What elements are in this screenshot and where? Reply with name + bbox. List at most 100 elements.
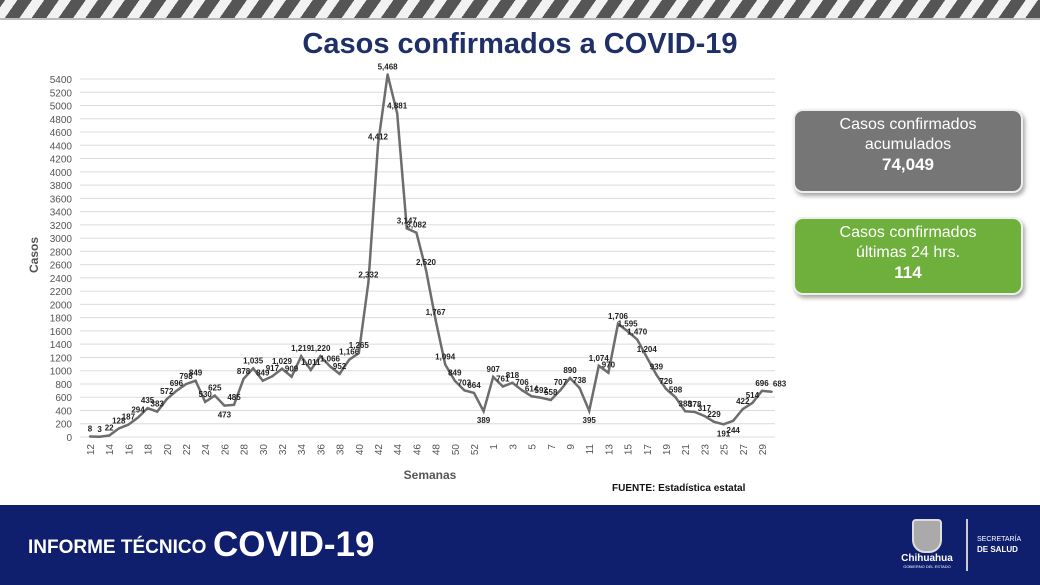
data-label: 383 [151,400,165,409]
card-last-24h-cases: Casos confirmados últimas 24 hrs. 114 [793,217,1023,295]
data-label: 1,094 [435,352,456,361]
x-axis-label: Semanas [404,468,457,482]
data-point [655,373,658,376]
data-point [588,409,591,413]
data-label: 726 [659,377,673,386]
x-tick-label: 9 [566,444,577,450]
data-label: 1,066 [320,354,341,363]
data-point [232,403,236,407]
data-label: 703 [458,378,472,387]
x-tick-label: 25 [720,444,731,456]
data-label: 1,220 [310,344,331,353]
data-label: 818 [506,371,520,380]
y-tick-label: 200 [55,420,72,431]
data-label: 683 [773,380,787,389]
x-tick-label: 11 [585,444,596,455]
data-point [674,396,677,399]
card-label: Casos confirmados [839,224,977,241]
data-label: 2,332 [358,270,379,279]
data-point [578,386,581,390]
data-label: 187 [122,413,136,422]
x-tick-label: 48 [432,444,443,456]
x-tick-label: 38 [336,444,347,456]
data-point [280,367,284,370]
x-tick-label: 22 [182,444,193,456]
data-point [271,375,274,378]
data-point [242,377,245,380]
data-label: 1,011 [301,358,321,367]
data-point [511,381,514,384]
y-tick-label: 600 [55,393,72,404]
x-tick-label: 3 [508,444,519,450]
y-tick-label: 5000 [50,102,73,113]
data-label: 389 [477,416,491,425]
data-point [434,318,437,322]
series-line [89,74,772,439]
divider [966,519,968,571]
x-tick-label: 32 [278,444,289,456]
data-point [367,281,370,284]
data-label: 614 [525,384,539,393]
data-point [261,379,264,382]
data-label: 388 [679,399,693,408]
data-label: 849 [448,369,462,378]
data-point [549,398,552,402]
x-tick-label: 5 [528,444,539,450]
data-label: 761 [496,375,510,384]
data-point [492,375,495,379]
line-chart: 0 200 400 600 800 1000 1200 1400 1600 1800 2000 220… [27,62,787,482]
data-label: 1,265 [349,341,370,350]
y-tick-label: 4600 [50,128,73,139]
data-label: 625 [208,384,222,393]
x-tick-label: 29 [758,444,769,456]
department-line1: SECRETARÍA [977,536,1022,543]
data-point [540,396,543,399]
x-tick-label: 13 [604,444,615,456]
data-point [703,414,706,418]
data-label: 294 [131,406,145,415]
card-label: acumulados [864,136,952,153]
data-label: 572 [160,387,174,396]
data-point [712,420,716,424]
data-point [472,391,476,395]
x-tick-label: 14 [105,444,116,456]
data-label: 1,767 [426,308,447,317]
data-point [732,419,735,423]
data-label: 1,706 [608,312,629,321]
data-point [136,416,140,419]
data-point [319,354,322,358]
data-label: 2,520 [416,258,437,267]
y-tick-label: 400 [55,406,72,417]
data-point [530,395,533,398]
x-tick-label: 7 [547,444,558,450]
x-tick-label: 40 [355,444,366,456]
y-tick-label: 800 [55,380,72,391]
y-tick-label: 4000 [50,168,73,179]
y-tick-label: 3800 [50,181,73,192]
data-point [626,330,629,333]
data-label: 598 [669,385,683,394]
x-tick-label: 34 [297,444,308,456]
x-tick-label: 15 [624,444,635,456]
data-point [463,389,466,392]
data-point [405,227,408,230]
source-note: FUENTE: Estadística estatal [612,483,746,494]
data-label: 939 [650,363,664,372]
data-point [444,363,447,366]
x-tick-label: 12 [86,444,97,456]
data-label: 5,468 [378,62,399,71]
card-value: 74,049 [882,155,934,174]
data-point [127,423,130,426]
data-label: 592 [535,386,549,395]
card-value: 114 [894,263,922,282]
data-label: 395 [583,416,597,425]
data-label: 909 [285,365,299,374]
data-point [204,400,207,404]
y-axis-label: Casos [27,237,41,273]
x-tick-label: 30 [259,444,270,456]
data-point [165,397,168,401]
y-tick-label: 2800 [50,247,73,258]
data-label: 22 [105,424,114,433]
x-tick-label: 27 [739,444,750,456]
data-label: 917 [266,364,280,373]
